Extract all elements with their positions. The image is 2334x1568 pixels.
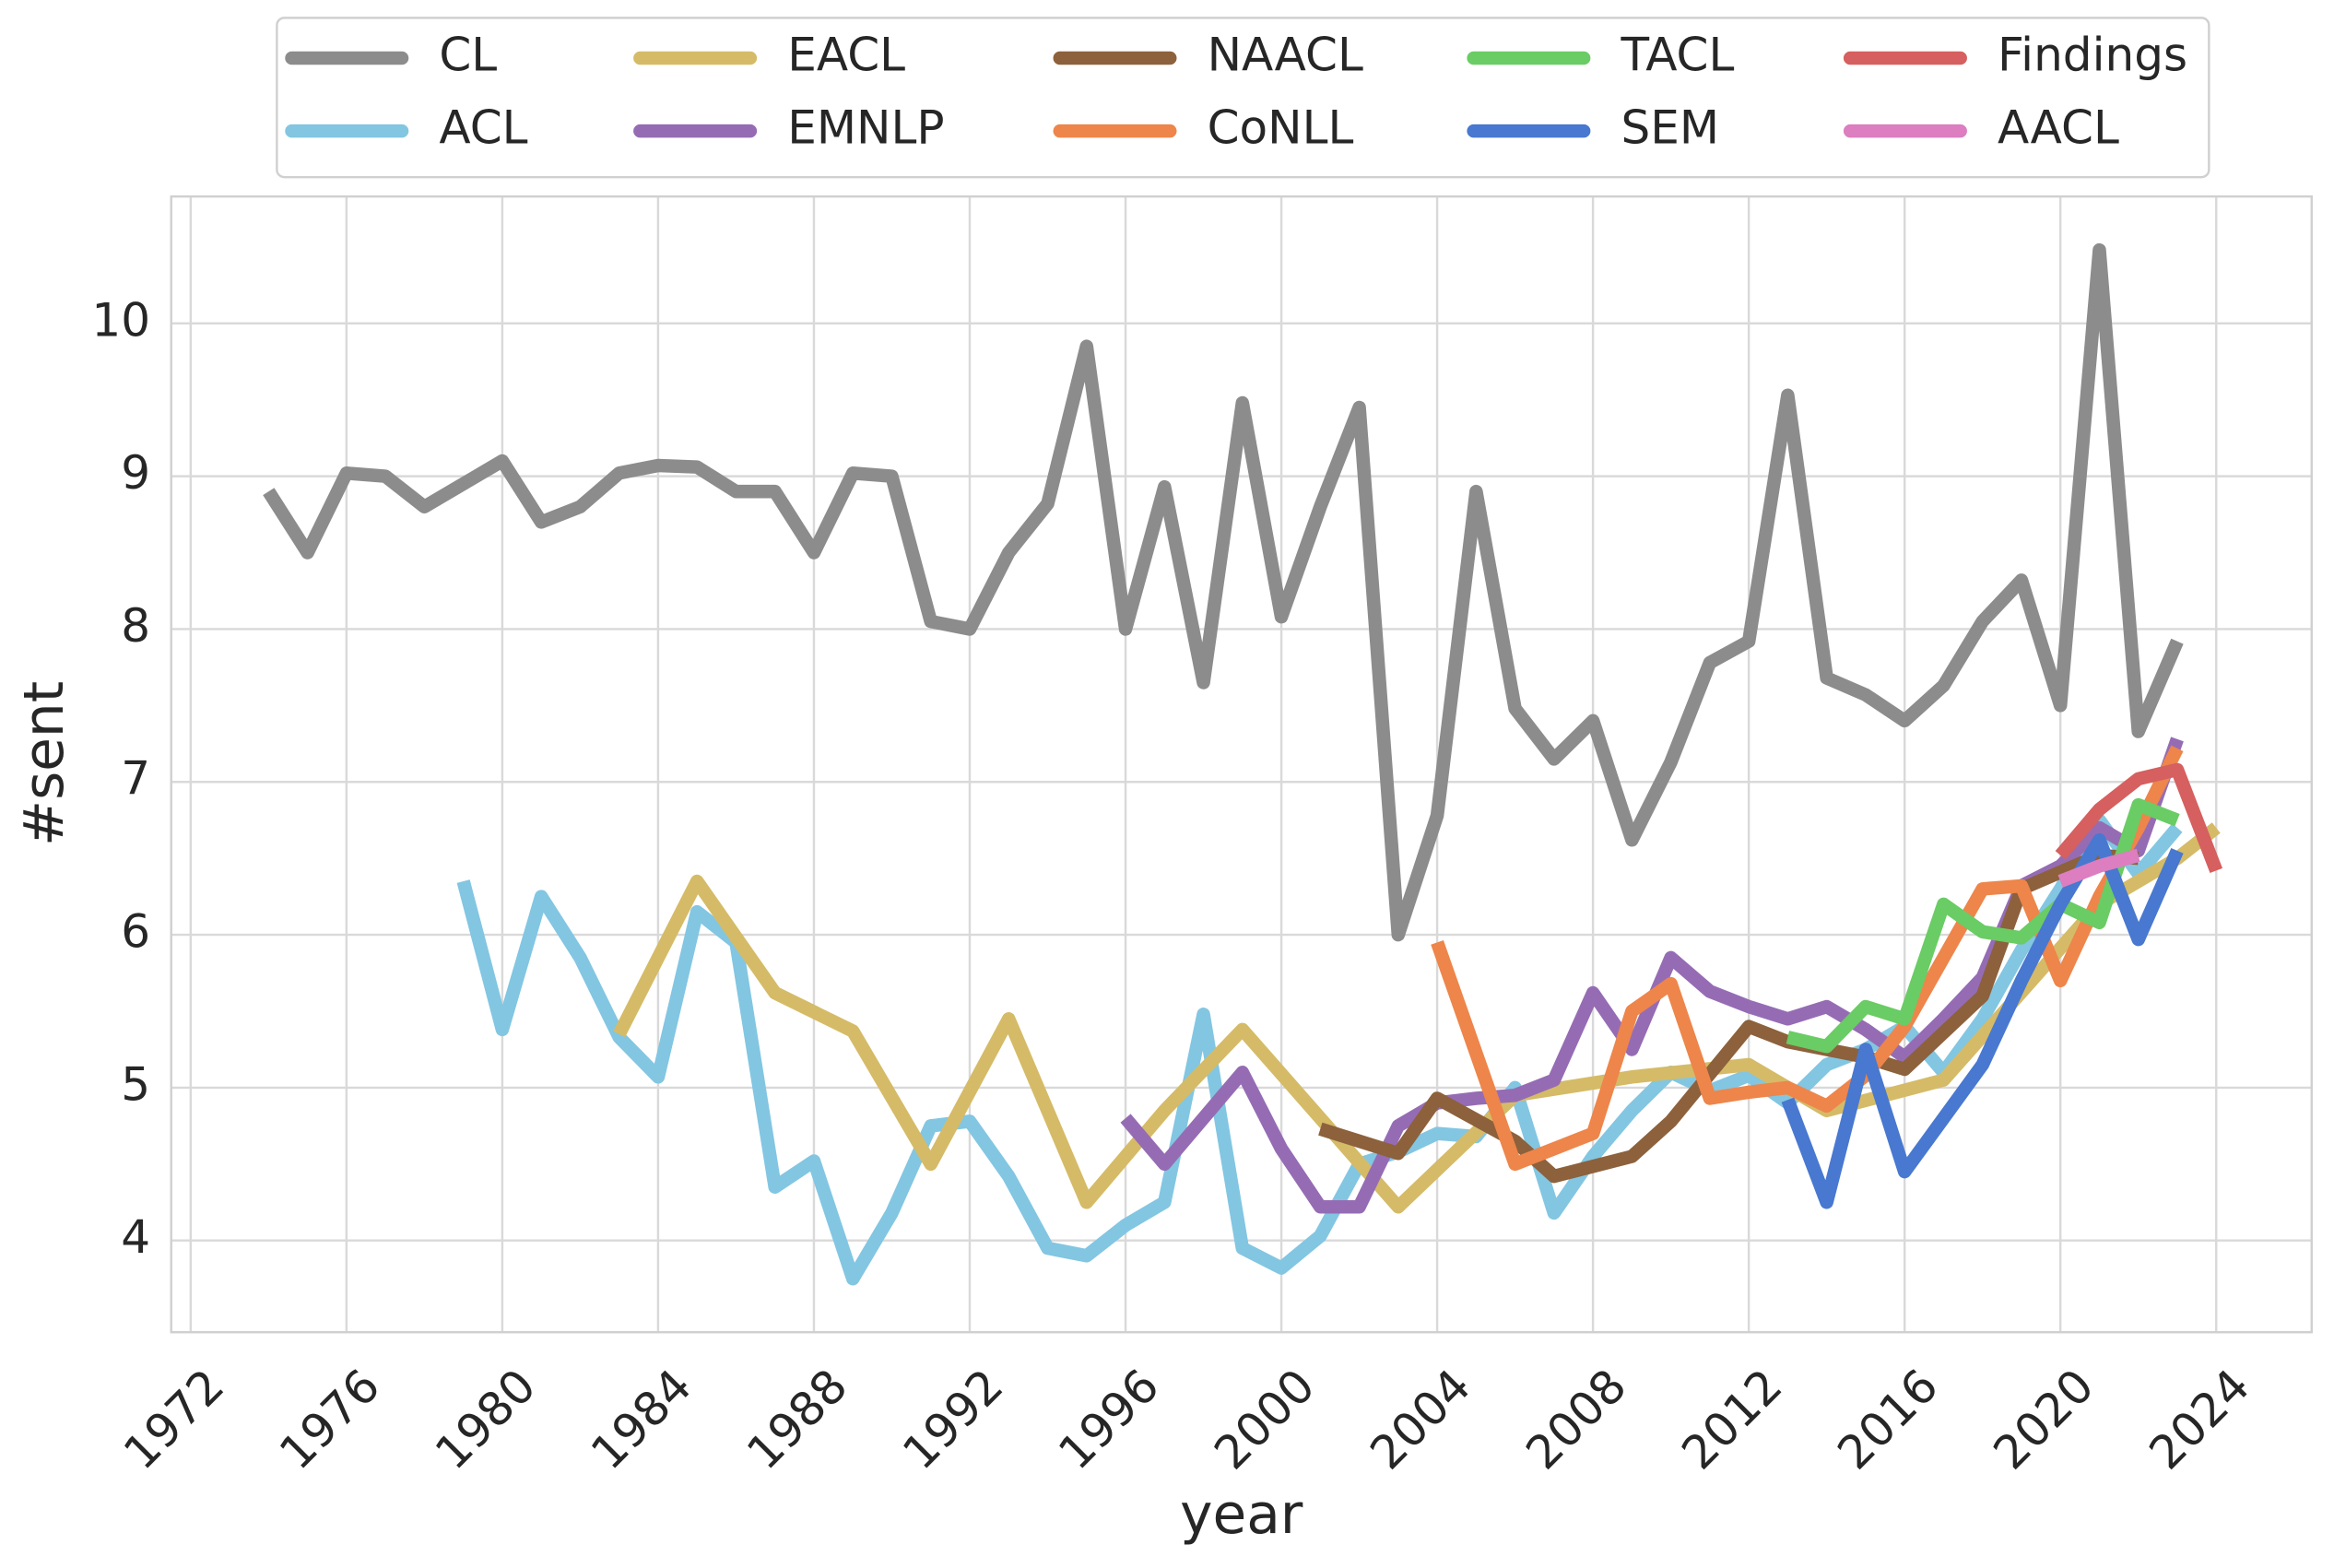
x-tick-label: 2016 (1828, 1359, 1949, 1480)
series-line (1431, 745, 2184, 1172)
legend-label: SEM (1621, 101, 1720, 155)
x-tick-label: 1980 (425, 1359, 546, 1480)
plot-frame (170, 195, 2313, 1334)
legend-label: EACL (787, 28, 905, 81)
y-tick-label: 5 (121, 1057, 150, 1111)
grid (171, 196, 2312, 1333)
x-tick-label: 1972 (113, 1359, 234, 1480)
x-tick-label: 2008 (1515, 1359, 1636, 1480)
legend-box (276, 17, 2210, 179)
x-tick-label: 2004 (1360, 1359, 1480, 1480)
y-tick-label: 9 (121, 446, 150, 500)
lines (263, 242, 2223, 1286)
x-tick-label: 1984 (581, 1359, 701, 1480)
legend-label: Findings (1998, 28, 2187, 81)
y-tick-label: 7 (121, 752, 150, 806)
series-line (1318, 848, 2140, 1184)
y-tick-label: 8 (121, 599, 150, 653)
x-tick-label: 1996 (1048, 1359, 1169, 1480)
y-tick-label: 4 (121, 1210, 150, 1264)
x-tick-label: 2024 (2140, 1359, 2260, 1480)
series-line (2057, 848, 2140, 888)
y-tick-label: 6 (121, 905, 150, 959)
y-axis-label: #sent (13, 681, 77, 846)
legend-label: AACL (1998, 101, 2119, 155)
x-tick-label: 1992 (892, 1359, 1013, 1480)
series-line (613, 822, 2221, 1214)
series-line (1781, 832, 2184, 1209)
legend-label: NAACL (1208, 28, 1363, 81)
x-tick-label: 1976 (269, 1359, 390, 1480)
x-tick-label: 2000 (1204, 1359, 1325, 1480)
x-tick-label: 2020 (1984, 1359, 2104, 1480)
ticks: 1972 1976 1980 1984 1988 1992 1996 2000 2004 2008… (91, 293, 2259, 1480)
legend-label: EMNLP (787, 101, 944, 155)
legend: CL ACL EACL EMNLP NAACL CoNLL TACL SEM Findings A… (276, 17, 2210, 179)
x-axis-label: year (1180, 1483, 1303, 1547)
legend-label: ACL (439, 101, 527, 155)
x-tick-label: 1988 (737, 1359, 857, 1480)
legend-label: CoNLL (1208, 101, 1354, 155)
series-line (263, 242, 2184, 942)
series-line (2055, 762, 2223, 874)
x-tick-label: 2012 (1671, 1359, 1792, 1480)
legend-label: TACL (1621, 28, 1735, 81)
legend-label: CL (439, 28, 497, 81)
y-tick-label: 10 (91, 293, 150, 347)
